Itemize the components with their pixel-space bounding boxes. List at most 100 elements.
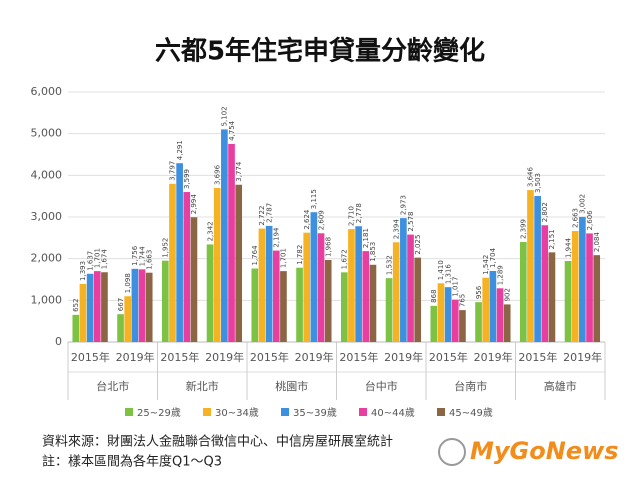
logo: MyGoNews xyxy=(470,437,619,465)
bar xyxy=(527,190,534,342)
bar xyxy=(534,196,541,342)
bar xyxy=(145,272,153,342)
value-label: 1,764 xyxy=(251,245,259,266)
bar xyxy=(593,255,601,342)
bar xyxy=(79,283,87,342)
group-label: 台北市 xyxy=(96,379,129,393)
y-tick-label: 1,000 xyxy=(31,293,63,306)
bar xyxy=(459,310,466,342)
value-label: 2,722 xyxy=(258,206,266,226)
bar xyxy=(93,271,101,342)
value-label: 2,084 xyxy=(593,232,601,253)
value-label: 1,952 xyxy=(162,238,170,258)
bar xyxy=(564,261,572,342)
value-label: 3,002 xyxy=(579,194,587,214)
y-tick-label: 4,000 xyxy=(31,168,63,181)
value-label: 1,637 xyxy=(86,251,94,271)
value-label: 5,102 xyxy=(221,106,229,126)
value-label: 1,542 xyxy=(482,255,490,275)
y-tick-label: 5,000 xyxy=(31,127,63,140)
value-label: 1,316 xyxy=(444,264,452,285)
value-label: 1,672 xyxy=(341,249,349,269)
value-label: 1,782 xyxy=(296,245,304,265)
bar xyxy=(586,233,593,342)
x-tick-label: 2015年 xyxy=(339,350,378,364)
value-label: 2,802 xyxy=(541,202,549,222)
legend-label: 30~34歲 xyxy=(215,406,259,419)
bar xyxy=(251,268,259,342)
bar xyxy=(131,268,139,342)
value-label: 2,624 xyxy=(303,209,311,230)
value-label: 3,599 xyxy=(183,169,191,189)
bar xyxy=(324,260,332,342)
group-label: 桃園市 xyxy=(275,379,308,393)
value-label: 4,754 xyxy=(228,120,236,141)
x-tick-label: 2019年 xyxy=(563,350,602,364)
bar xyxy=(482,277,490,342)
bar xyxy=(280,271,287,342)
legend-label: 35~39歲 xyxy=(293,406,337,419)
value-label: 1,393 xyxy=(79,261,87,281)
bar xyxy=(496,288,504,342)
group-label: 新北市 xyxy=(186,379,219,393)
bar xyxy=(169,183,176,342)
value-label: 1,674 xyxy=(101,249,109,270)
x-tick-label: 2015年 xyxy=(518,350,557,364)
value-label: 2,606 xyxy=(586,210,594,231)
bar xyxy=(101,272,108,342)
value-label: 1,098 xyxy=(124,273,132,293)
bar xyxy=(430,305,438,342)
bar xyxy=(117,314,124,342)
chart-title: 六都5年住宅申貸量分齡變化 xyxy=(155,36,485,67)
x-tick-label: 2015年 xyxy=(71,350,110,364)
value-label: 4,291 xyxy=(176,140,184,160)
bar xyxy=(258,228,266,342)
value-label: 1,744 xyxy=(138,246,146,267)
value-label: 1,756 xyxy=(131,245,139,266)
bar xyxy=(138,269,146,342)
bar xyxy=(183,192,191,342)
value-label: 2,399 xyxy=(520,219,528,239)
value-label: 2,778 xyxy=(355,203,363,223)
value-label: 1,532 xyxy=(385,255,393,275)
bar xyxy=(72,314,80,342)
bar xyxy=(355,226,362,342)
value-label: 3,696 xyxy=(213,164,221,185)
value-label: 1,701 xyxy=(280,248,288,268)
bar xyxy=(190,217,198,342)
x-tick-label: 2015年 xyxy=(429,350,468,364)
value-label: 1,853 xyxy=(369,242,377,262)
value-label: 1,704 xyxy=(489,247,497,268)
bar xyxy=(400,218,407,342)
footnote: 註：樣本區間為各年度Q1～Q3 xyxy=(42,454,222,470)
bar xyxy=(340,272,348,342)
value-label: 2,578 xyxy=(407,212,415,232)
value-label: 3,797 xyxy=(169,161,177,181)
bar xyxy=(213,188,221,342)
value-label: 2,663 xyxy=(571,208,579,228)
value-label: 2,994 xyxy=(190,194,198,215)
bar xyxy=(392,242,400,342)
value-label: 2,609 xyxy=(317,210,325,230)
value-label: 2,787 xyxy=(265,203,273,223)
group-label: 高雄市 xyxy=(544,379,577,393)
y-tick-label: 2,000 xyxy=(31,252,63,265)
value-label: 2,181 xyxy=(362,228,370,248)
bar xyxy=(124,296,132,342)
bar xyxy=(86,273,94,342)
legend-swatch xyxy=(359,408,367,416)
value-label: 2,394 xyxy=(392,219,400,240)
y-tick-label: 0 xyxy=(55,335,62,348)
bar xyxy=(296,267,303,342)
x-tick-label: 2019年 xyxy=(384,350,423,364)
bar xyxy=(303,232,311,342)
x-tick-label: 2019年 xyxy=(474,350,513,364)
bar xyxy=(228,143,235,342)
value-label: 868 xyxy=(430,289,438,302)
bar xyxy=(489,271,497,342)
bar xyxy=(503,304,511,342)
bar xyxy=(548,252,556,342)
bar xyxy=(519,242,527,342)
group-label: 台中市 xyxy=(365,379,398,393)
